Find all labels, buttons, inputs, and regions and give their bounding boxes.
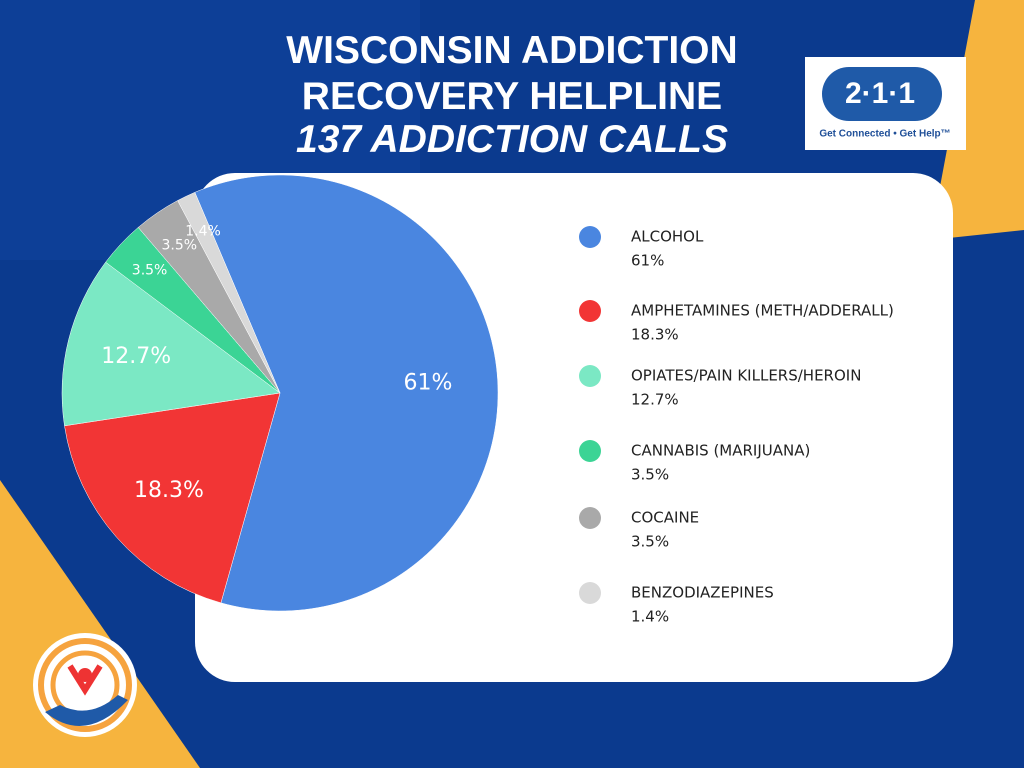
legend-swatch	[579, 300, 601, 322]
legend-value: 3.5%	[631, 533, 669, 551]
slice-label: 3.5%	[161, 237, 197, 253]
legend-label: COCAINE	[631, 509, 699, 527]
org-logo-person	[67, 664, 103, 696]
legend-label: BENZODIAZEPINES	[631, 584, 774, 602]
legend-value: 61%	[631, 252, 664, 270]
slice-label: 12.7%	[101, 344, 171, 369]
logo-bubble	[822, 67, 942, 121]
legend-label: ALCOHOL	[631, 228, 704, 246]
slice-label: 1.4%	[185, 224, 221, 240]
title: WISCONSIN ADDICTION RECOVERY HELPLINE	[286, 29, 738, 118]
org-logo-ring	[38, 638, 132, 732]
org-logo-person	[78, 668, 92, 682]
org-logo-hand	[45, 695, 128, 726]
legend-swatch	[579, 226, 601, 248]
logo-tagline: Get Connected • Get Help™	[819, 129, 950, 140]
subtitle: 137 ADDICTION CALLS	[296, 118, 728, 161]
legend-value: 18.3%	[631, 326, 679, 344]
slice-label: 3.5%	[132, 263, 168, 279]
bg-corner	[930, 0, 1024, 240]
logo-number: 2·1·1	[845, 77, 915, 110]
legend-swatch	[579, 440, 601, 462]
legend-label: AMPHETAMINES (METH/ADDERALL)	[631, 302, 894, 320]
pie-slice	[177, 192, 281, 394]
legend-swatch	[579, 365, 601, 387]
legend-label: CANNABIS (MARIJUANA)	[631, 442, 810, 460]
legend-value: 1.4%	[631, 608, 669, 626]
pie-slice	[194, 174, 499, 612]
slice-label: 61%	[403, 371, 452, 396]
legend-swatch	[579, 582, 601, 604]
legend-value: 12.7%	[631, 391, 679, 409]
pie-slice	[64, 392, 281, 604]
legend-value: 3.5%	[631, 466, 669, 484]
legend-swatch	[579, 507, 601, 529]
pie-slice	[61, 261, 281, 427]
slice-label: 18.3%	[134, 478, 204, 503]
legend-label: OPIATES/PAIN KILLERS/HEROIN	[631, 367, 861, 385]
